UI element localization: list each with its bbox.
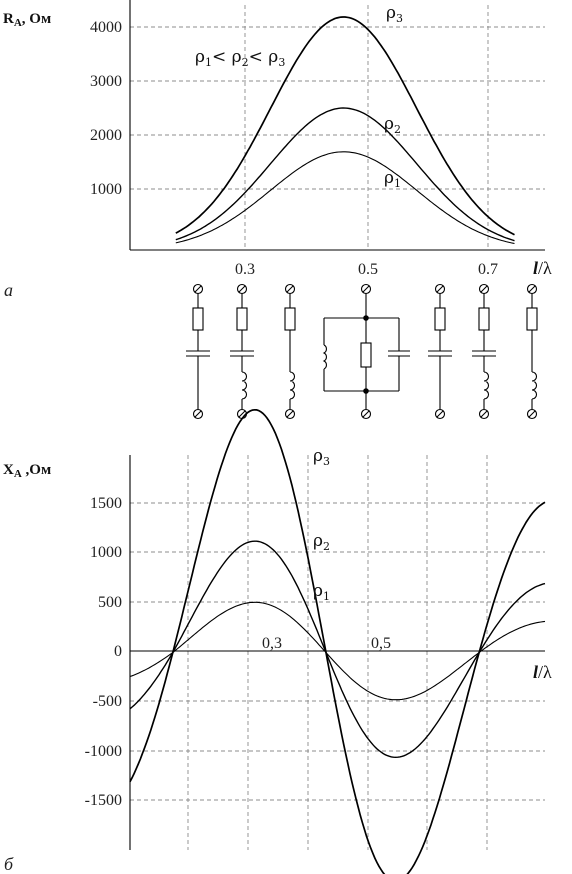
y-tick-label: 1000 <box>90 181 122 198</box>
circuit-parallel-lrc <box>322 283 410 420</box>
y-tick-label: 1500 <box>90 495 122 512</box>
x-tick-label: 0.3 <box>235 261 255 278</box>
terminal <box>284 408 296 420</box>
series-label-rho2: ρ2 <box>384 114 401 136</box>
series-label-rho3: ρ3 <box>313 446 330 468</box>
x-tick-label: 0.5 <box>358 261 378 278</box>
chart-resistance: RA, Ом 4000 3000 2000 1000 0.3 0.5 0.7 l… <box>3 0 552 300</box>
inductor-symbol <box>322 344 327 370</box>
panel-label-b: б <box>4 854 14 874</box>
resistor-symbol <box>478 307 490 331</box>
circuit-rl-1 <box>284 283 296 420</box>
series-line-rho1 <box>129 601 546 701</box>
panel-label-a: а <box>4 280 13 300</box>
circuit-rc-2 <box>428 283 452 420</box>
series-label-rho3: ρ3 <box>386 3 403 25</box>
x-axis-label-a: l/λ <box>533 258 552 278</box>
x-tick-label: 0,3 <box>262 635 282 652</box>
terminal <box>434 408 446 420</box>
y-tick-label: -1500 <box>85 792 122 809</box>
y-tick-label: 1000 <box>90 544 122 561</box>
y-tick-label: 0 <box>114 643 122 660</box>
terminal <box>478 408 490 420</box>
y-tick-label: 4000 <box>90 19 122 36</box>
inductor-symbol <box>289 371 296 400</box>
resistor-symbol <box>434 307 446 331</box>
y-axis-label-a: RA, Ом <box>3 11 51 29</box>
series-label-rho2: ρ2 <box>313 531 330 553</box>
series-line-rho1 <box>175 151 515 245</box>
resistor-symbol <box>192 307 204 331</box>
series-label-rho1: ρ1 <box>313 581 330 603</box>
series-line-rho3 <box>129 408 546 874</box>
chart-reactance: XA ,Ом 1500 1000 500 0 -500 -1000 -1500 … <box>3 408 552 874</box>
terminal <box>192 408 204 420</box>
y-tick-label: 3000 <box>90 73 122 90</box>
series-line-rho2 <box>175 107 515 242</box>
x-axis-label-b: l/λ <box>533 662 552 682</box>
y-tick-label: -500 <box>93 693 122 710</box>
resistor-symbol <box>236 307 248 331</box>
y-tick-label: 2000 <box>90 127 122 144</box>
series-line-rho3 <box>175 16 515 236</box>
y-axis-label-b: XA ,Ом <box>3 462 51 480</box>
terminal <box>526 408 538 420</box>
circuit-rcl-2 <box>472 283 496 420</box>
circuit-rcl-1 <box>230 283 254 420</box>
x-tick-label: 0,5 <box>371 635 391 652</box>
x-tick-label: 0.7 <box>478 261 498 278</box>
inductor-symbol <box>483 371 490 400</box>
resistor-symbol <box>360 342 372 368</box>
series-line-rho2 <box>129 540 546 759</box>
rho-relation-annotation: ρ1< ρ2< ρ3 <box>195 47 285 69</box>
equivalent-circuits <box>186 283 538 420</box>
series-label-rho1: ρ1 <box>384 168 401 190</box>
resistor-symbol <box>284 307 296 331</box>
inductor-symbol <box>241 371 248 400</box>
resistor-symbol <box>526 307 538 331</box>
circuit-rl-2 <box>526 283 538 420</box>
y-tick-label: -1000 <box>85 743 122 760</box>
terminal <box>360 408 372 420</box>
inductor-symbol <box>531 371 538 400</box>
circuit-rc-1 <box>186 283 210 420</box>
y-tick-label: 500 <box>98 594 122 611</box>
